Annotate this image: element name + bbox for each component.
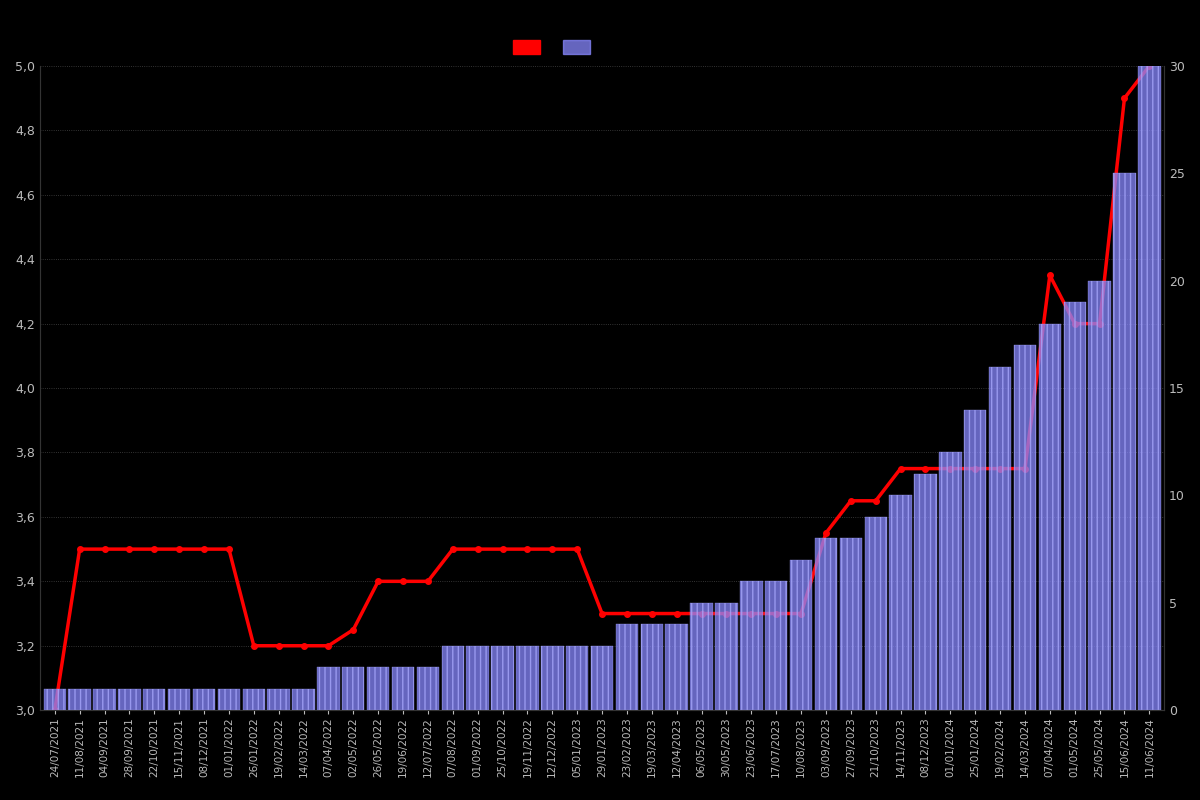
Bar [491, 646, 514, 710]
Bar [193, 689, 215, 710]
Bar [242, 689, 265, 710]
Bar [1039, 324, 1061, 710]
Bar [940, 453, 961, 710]
Bar [766, 582, 787, 710]
Bar [840, 538, 862, 710]
Bar [541, 646, 564, 710]
Bar [1014, 345, 1036, 710]
Bar [989, 366, 1012, 710]
Bar [914, 474, 937, 710]
Bar [392, 667, 414, 710]
Bar [616, 624, 638, 710]
Bar [964, 410, 986, 710]
Bar [143, 689, 166, 710]
Bar [342, 667, 365, 710]
Bar [889, 495, 912, 710]
Bar [268, 689, 290, 710]
Bar [293, 689, 314, 710]
Bar [119, 689, 140, 710]
Bar [715, 603, 738, 710]
Bar [94, 689, 115, 710]
Bar [317, 667, 340, 710]
Bar [666, 624, 688, 710]
Bar [1138, 66, 1160, 710]
Bar [416, 667, 439, 710]
Bar [566, 646, 588, 710]
Bar [217, 689, 240, 710]
Bar [1088, 281, 1111, 710]
Bar [43, 689, 66, 710]
Bar [641, 624, 664, 710]
Bar [367, 667, 389, 710]
Bar [815, 538, 838, 710]
Bar [590, 646, 613, 710]
Bar [740, 582, 762, 710]
Bar [442, 646, 464, 710]
Bar [864, 517, 887, 710]
Bar [168, 689, 191, 710]
Bar [1063, 302, 1086, 710]
Bar [467, 646, 488, 710]
Legend: , : , [510, 38, 605, 58]
Bar [68, 689, 91, 710]
Bar [690, 603, 713, 710]
Bar [790, 560, 812, 710]
Bar [1114, 174, 1135, 710]
Bar [516, 646, 539, 710]
